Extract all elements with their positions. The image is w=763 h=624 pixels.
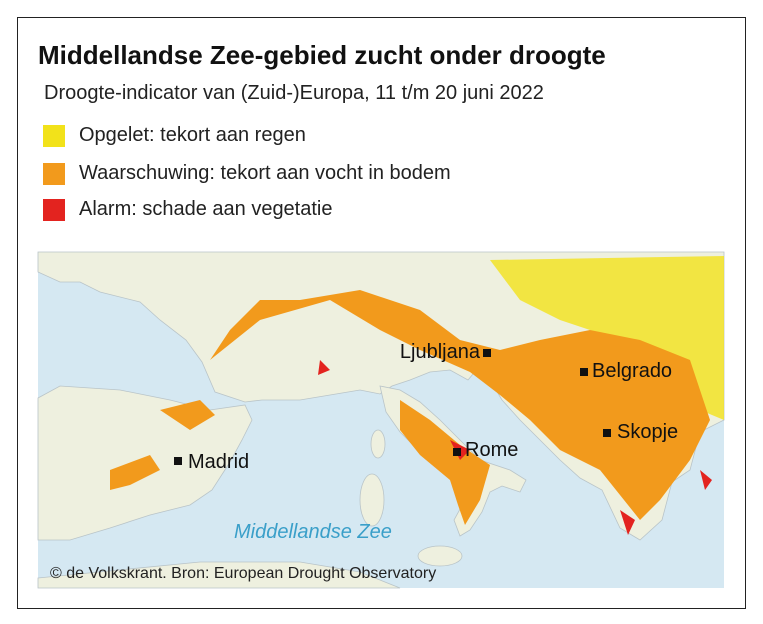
credit: © de Volkskrant. Bron: European Drought … — [50, 565, 436, 582]
city-label: Belgrado — [592, 360, 672, 382]
title: Middellandse Zee-gebied zucht onder droo… — [38, 40, 606, 70]
city-label: Rome — [465, 439, 518, 461]
city-marker — [174, 457, 182, 465]
city-label: Madrid — [188, 451, 249, 473]
legend-item: Waarschuwing: tekort aan vocht in bodem — [43, 162, 451, 185]
legend-label: Opgelet: tekort aan regen — [79, 124, 306, 146]
legend-item: Opgelet: tekort aan regen — [43, 124, 306, 147]
city-marker — [453, 448, 461, 456]
drought-areas — [110, 256, 724, 535]
cities: Ljubljana Belgrado Skopje Rome Madrid — [174, 341, 678, 473]
legend-swatch — [43, 162, 65, 185]
legend-label: Waarschuwing: tekort aan vocht in bodem — [79, 162, 451, 184]
city-marker — [483, 349, 491, 357]
legend-swatch — [43, 198, 65, 221]
city-label: Skopje — [617, 421, 678, 443]
frame — [17, 17, 746, 609]
legend-swatch — [43, 124, 65, 147]
city-marker — [603, 429, 611, 437]
legend-item: Alarm: schade aan vegetatie — [43, 198, 333, 221]
sea-label: Middellandse Zee — [234, 521, 392, 543]
subtitle: Droogte-indicator van (Zuid-)Europa, 11 … — [44, 82, 544, 104]
city-label: Ljubljana — [400, 341, 481, 363]
legend-label: Alarm: schade aan vegetatie — [79, 198, 333, 220]
city-marker — [580, 368, 588, 376]
